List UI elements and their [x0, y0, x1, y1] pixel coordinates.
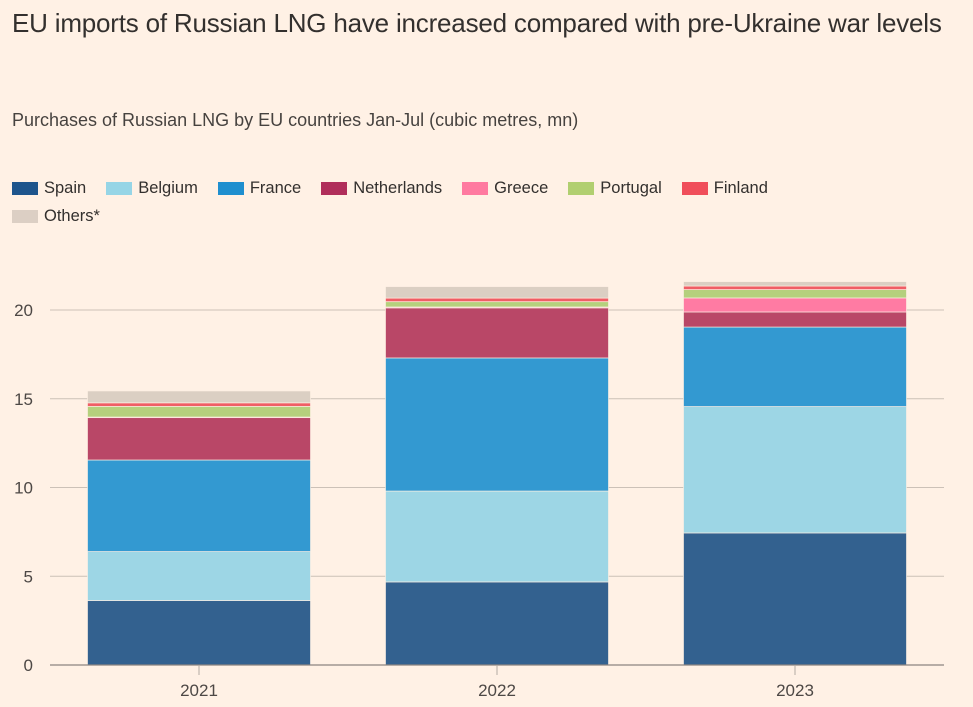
- legend-item-belgium: Belgium: [106, 178, 198, 198]
- legend-swatch: [321, 181, 348, 195]
- legend-label: Spain: [44, 179, 87, 197]
- legend-label: Greece: [494, 179, 549, 197]
- bar-segment-spain-2021: [87, 600, 311, 666]
- legend-item-finland: Finland: [681, 178, 768, 198]
- legend-swatch: [217, 181, 244, 195]
- bar-segment-greece-2023: [683, 297, 907, 313]
- bar-segment-belgium-2022: [385, 490, 609, 583]
- legend-item-netherlands: Netherlands: [321, 178, 442, 198]
- bar-segment-spain-2022: [385, 581, 609, 666]
- legend-swatch: [462, 181, 489, 195]
- bar-segment-netherlands-2023: [683, 311, 907, 328]
- y-tick-label: 10: [14, 479, 33, 498]
- y-tick-label: 20: [14, 301, 33, 320]
- chart-title: EU imports of Russian LNG have increased…: [12, 8, 942, 38]
- bar-segment-portugal-2022: [385, 301, 609, 308]
- legend-item-spain: Spain: [12, 178, 86, 198]
- legend-item-portugal: Portugal: [568, 178, 662, 198]
- bar-segment-france-2021: [87, 459, 311, 552]
- bar-segment-netherlands-2022: [385, 307, 609, 359]
- legend-item-others: Others*: [12, 206, 100, 226]
- legend-label: France: [249, 179, 302, 197]
- legend-label: Netherlands: [353, 179, 443, 197]
- bar-segment-france-2023: [683, 326, 907, 407]
- legend-label: Others*: [44, 207, 100, 225]
- bar-segment-portugal-2023: [683, 289, 907, 299]
- legend-swatch: [681, 181, 708, 195]
- bar-segment-others-2022: [385, 286, 609, 299]
- bar-segment-others-2023: [683, 281, 907, 287]
- legend-swatch: [12, 209, 38, 223]
- y-tick-label: 15: [14, 390, 33, 409]
- y-tick-label: 0: [24, 656, 33, 675]
- bar-segment-others-2021: [87, 390, 311, 404]
- bar-segment-spain-2023: [683, 532, 907, 666]
- bar-segment-belgium-2023: [683, 406, 907, 534]
- legend-label: Belgium: [138, 179, 198, 197]
- legend-label: Finland: [713, 179, 768, 197]
- legend-swatch: [12, 181, 38, 195]
- bar-segment-finland-2022: [385, 297, 609, 303]
- bar-segment-finland-2021: [87, 402, 311, 407]
- legend-swatch: [568, 181, 595, 195]
- x-tick-label: 2022: [478, 681, 516, 700]
- chart-subtitle: Purchases of Russian LNG by EU countries…: [12, 110, 579, 130]
- bar-segment-france-2022: [385, 357, 609, 492]
- legend-item-greece: Greece: [462, 178, 548, 198]
- legend-label: Portugal: [600, 179, 662, 197]
- x-tick-label: 2023: [776, 681, 814, 700]
- legend-item-france: France: [217, 178, 302, 198]
- bar-segment-portugal-2021: [87, 405, 311, 418]
- x-tick-label: 2021: [180, 681, 218, 700]
- bar-segment-finland-2023: [683, 285, 907, 290]
- y-tick-label: 5: [24, 567, 33, 586]
- bar-segment-netherlands-2021: [87, 417, 311, 461]
- legend-swatch: [106, 181, 133, 195]
- bar-segment-belgium-2021: [87, 551, 311, 601]
- legend: Spain Belgium France Netherlands Greece Portu…: [12, 178, 912, 226]
